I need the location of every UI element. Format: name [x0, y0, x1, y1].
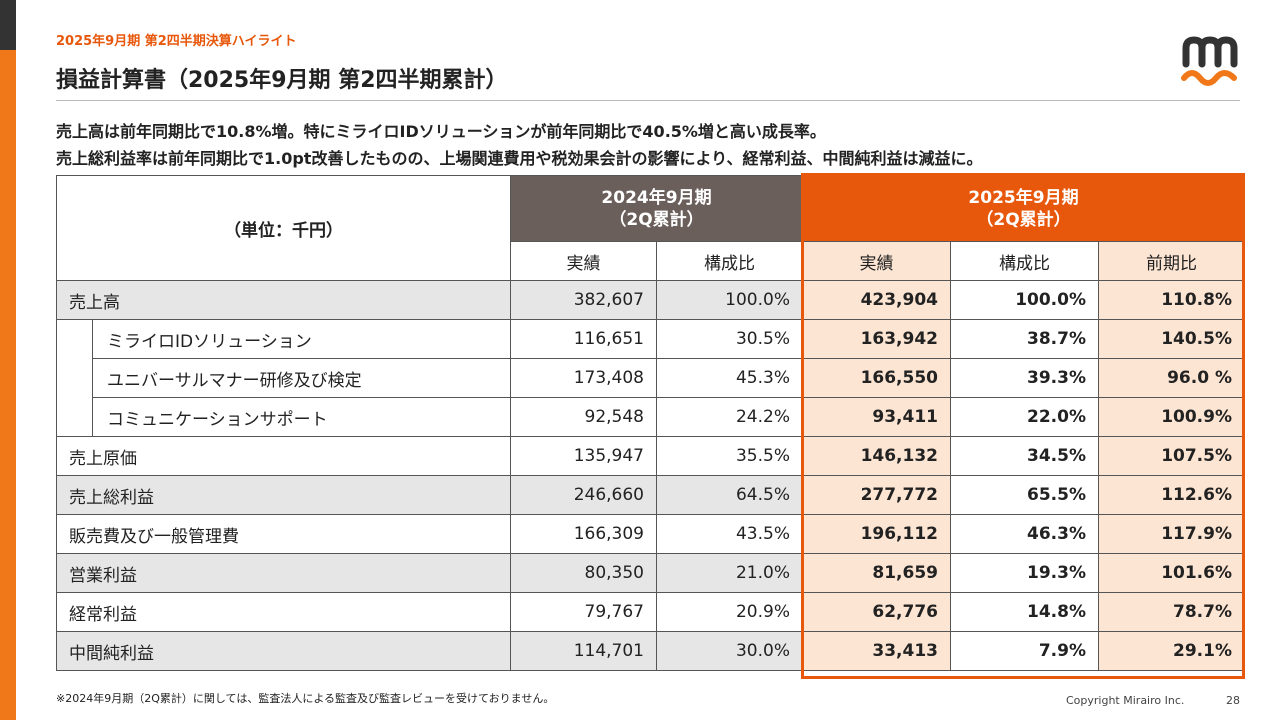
prev-ratio: 20.9%: [656, 592, 803, 632]
table-row: 営業利益 80,350 21.0% 81,659 19.3% 101.6%: [56, 553, 1245, 593]
table-row: 売上高 382,607 100.0% 423,904 100.0% 110.8%: [56, 280, 1245, 320]
curr-ratio: 65.5%: [950, 475, 1099, 515]
prev-ratio-header: 構成比: [656, 241, 803, 281]
curr-ratio: 34.5%: [950, 436, 1099, 476]
prev-actual: 166,309: [510, 514, 657, 554]
curr-yoy: 96.0 %: [1098, 358, 1245, 398]
prev-ratio: 21.0%: [656, 553, 803, 593]
table-row: ユニバーサルマナー研修及び検定 173,408 45.3% 166,550 39…: [57, 358, 1245, 398]
prev-ratio: 43.5%: [656, 514, 803, 554]
curr-yoy: 78.7%: [1098, 592, 1245, 632]
curr-actual: 423,904: [802, 280, 951, 320]
curr-ratio: 14.8%: [950, 592, 1099, 632]
row-label: コミュニケーションサポート: [92, 397, 511, 437]
curr-actual: 81,659: [802, 553, 951, 593]
table-row: 中間純利益 114,701 30.0% 33,413 7.9% 29.1%: [56, 631, 1245, 671]
title-divider: [56, 100, 1240, 101]
table-row: 経常利益 79,767 20.9% 62,776 14.8% 78.7%: [56, 592, 1245, 632]
curr-actual: 33,413: [802, 631, 951, 671]
curr-yoy-header: 前期比: [1098, 241, 1245, 281]
row-label: ミライロIDソリューション: [92, 319, 511, 359]
row-label: 経常利益: [56, 592, 511, 632]
section-subtitle: 2025年9月期 第2四半期決算ハイライト: [56, 34, 297, 49]
prev-actual: 92,548: [510, 397, 657, 437]
prev-ratio: 35.5%: [656, 436, 803, 476]
prev-actual: 135,947: [510, 436, 657, 476]
summary-line-1: 売上高は前年同期比で10.8%増。特にミライロIDソリューションが前年同期比で4…: [56, 122, 826, 141]
curr-yoy: 112.6%: [1098, 475, 1245, 515]
curr-yoy: 110.8%: [1098, 280, 1245, 320]
mirairo-logo-icon: [1181, 36, 1238, 86]
table-row: ミライロIDソリューション 116,651 30.5% 163,942 38.7…: [56, 319, 1245, 437]
curr-ratio: 38.7%: [950, 319, 1099, 359]
row-label: 売上高: [56, 280, 511, 320]
curr-ratio: 100.0%: [950, 280, 1099, 320]
curr-actual: 196,112: [802, 514, 951, 554]
prev-period-line2: （2Q累計）: [609, 209, 704, 230]
prev-actual: 79,767: [510, 592, 657, 632]
unit-label: （単位：千円）: [56, 175, 511, 281]
prev-ratio: 64.5%: [656, 475, 803, 515]
curr-yoy: 29.1%: [1098, 631, 1245, 671]
curr-period-header: 2025年9月期 （2Q累計）: [802, 175, 1245, 242]
prev-period-header: 2024年9月期 （2Q累計）: [510, 175, 803, 242]
summary-text: 売上高は前年同期比で10.8%増。特にミライロIDソリューションが前年同期比で4…: [56, 118, 983, 172]
curr-yoy: 107.5%: [1098, 436, 1245, 476]
prev-actual: 246,660: [510, 475, 657, 515]
row-label: 中間純利益: [56, 631, 511, 671]
prev-actual: 116,651: [510, 319, 657, 359]
table-row: 売上原価 135,947 35.5% 146,132 34.5% 107.5%: [56, 436, 1245, 476]
page-number: 28: [1226, 694, 1240, 707]
curr-actual: 93,411: [802, 397, 951, 437]
row-label: 販売費及び一般管理費: [56, 514, 511, 554]
accent-bar: [0, 0, 16, 720]
curr-actual: 146,132: [802, 436, 951, 476]
curr-actual: 163,942: [802, 319, 951, 359]
curr-yoy: 117.9%: [1098, 514, 1245, 554]
table-row: 売上総利益 246,660 64.5% 277,772 65.5% 112.6%: [56, 475, 1245, 515]
curr-period-line2: （2Q累計）: [976, 209, 1071, 230]
prev-ratio: 30.5%: [656, 319, 803, 359]
curr-ratio: 46.3%: [950, 514, 1099, 554]
curr-ratio: 19.3%: [950, 553, 1099, 593]
row-label: 売上原価: [56, 436, 511, 476]
income-statement-table: （単位：千円） 2024年9月期 （2Q累計） 2025年9月期 （2Q累計） …: [56, 175, 1245, 671]
prev-actual: 173,408: [510, 358, 657, 398]
row-label: ユニバーサルマナー研修及び検定: [92, 358, 511, 398]
prev-ratio: 24.2%: [656, 397, 803, 437]
prev-actual: 80,350: [510, 553, 657, 593]
summary-line-2: 売上総利益率は前年同期比で1.0pt改善したものの、上場関連費用や税効果会計の影…: [56, 149, 983, 168]
prev-actual: 382,607: [510, 280, 657, 320]
curr-period-line1: 2025年9月期: [968, 187, 1079, 208]
prev-ratio: 45.3%: [656, 358, 803, 398]
curr-yoy: 100.9%: [1098, 397, 1245, 437]
copyright: Copyright Mirairo Inc.: [1066, 694, 1185, 707]
footnote: ※2024年9月期（2Q累計）に関しては、監査法人による監査及び監査レビューを受…: [56, 692, 555, 705]
accent-bar-top: [0, 0, 16, 50]
curr-ratio: 39.3%: [950, 358, 1099, 398]
page-title: 損益計算書（2025年9月期 第2四半期累計）: [56, 68, 508, 93]
table-row: コミュニケーションサポート 92,548 24.2% 93,411 22.0% …: [57, 397, 1245, 437]
prev-actual-header: 実績: [510, 241, 657, 281]
prev-period-line1: 2024年9月期: [601, 187, 712, 208]
row-label: 営業利益: [56, 553, 511, 593]
prev-actual: 114,701: [510, 631, 657, 671]
table-row: 販売費及び一般管理費 166,309 43.5% 196,112 46.3% 1…: [56, 514, 1245, 554]
curr-ratio: 7.9%: [950, 631, 1099, 671]
prev-ratio: 100.0%: [656, 280, 803, 320]
curr-yoy: 140.5%: [1098, 319, 1245, 359]
row-label: 売上総利益: [56, 475, 511, 515]
indent-cell: [56, 319, 93, 437]
curr-actual: 166,550: [802, 358, 951, 398]
prev-ratio: 30.0%: [656, 631, 803, 671]
curr-actual: 62,776: [802, 592, 951, 632]
curr-ratio-header: 構成比: [950, 241, 1099, 281]
curr-actual-header: 実績: [802, 241, 951, 281]
curr-ratio: 22.0%: [950, 397, 1099, 437]
curr-actual: 277,772: [802, 475, 951, 515]
curr-yoy: 101.6%: [1098, 553, 1245, 593]
